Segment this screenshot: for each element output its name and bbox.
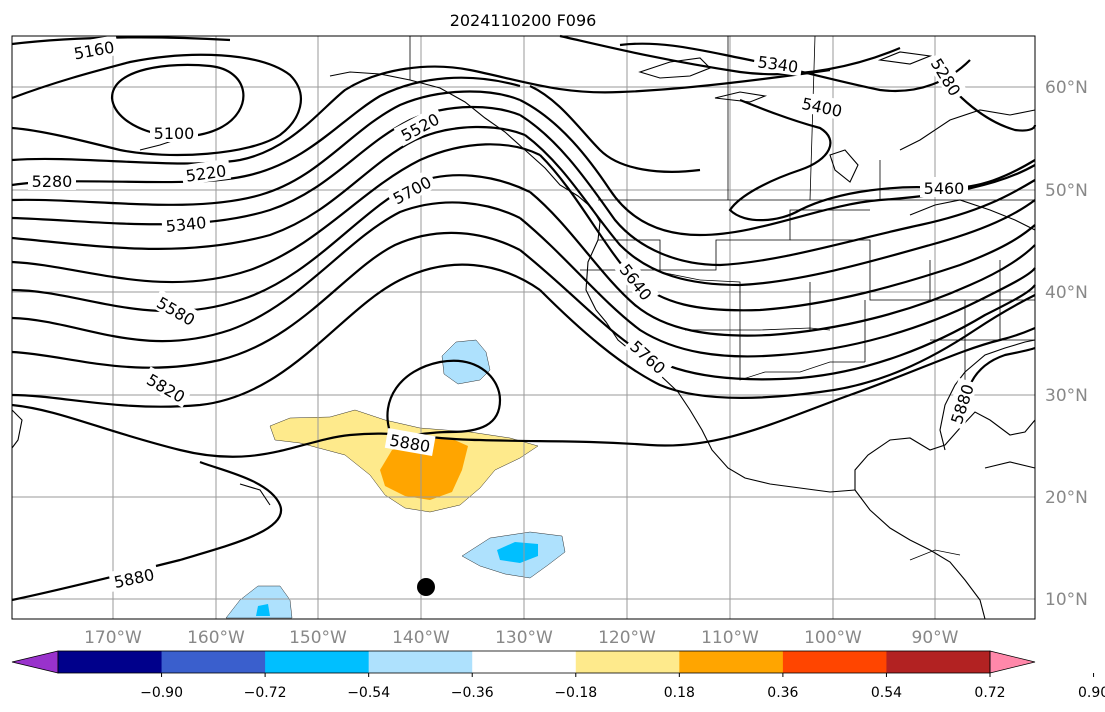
longitude-label: 160°W bbox=[187, 628, 245, 648]
longitude-label: 120°W bbox=[598, 628, 656, 648]
colorbar-segment bbox=[472, 651, 577, 673]
contour-label: 5460 bbox=[924, 179, 965, 198]
positive-anomaly-dark bbox=[380, 438, 468, 500]
contour-label-bg bbox=[624, 332, 674, 380]
colorbar-tick-label: 0.72 bbox=[974, 685, 1005, 701]
longitude-label: 100°W bbox=[804, 628, 862, 648]
latitude-label: 60°N bbox=[1045, 78, 1088, 98]
colorbar-segment bbox=[265, 651, 370, 673]
country-borders bbox=[409, 35, 1035, 561]
latitude-label: 10°N bbox=[1045, 590, 1088, 610]
latitude-label: 30°N bbox=[1045, 386, 1088, 406]
contour-label-bg bbox=[614, 256, 660, 307]
contour-label: 5100 bbox=[154, 124, 195, 143]
contour-label: 5280 bbox=[32, 172, 73, 191]
contour-label-bg bbox=[150, 122, 198, 142]
colorbar-segment bbox=[368, 651, 473, 673]
contour-label-bg bbox=[384, 427, 436, 457]
contour-label-bg bbox=[920, 177, 968, 197]
colorbar-segment bbox=[782, 651, 887, 673]
contour-label-bg bbox=[180, 158, 232, 186]
negative-anomaly-east-dark bbox=[497, 542, 538, 563]
contour-label-bg bbox=[796, 91, 848, 121]
longitude-label: 150°W bbox=[289, 628, 347, 648]
contour-label-bg bbox=[944, 377, 978, 430]
contour-label-bg bbox=[108, 562, 160, 592]
colorbar-segment bbox=[886, 651, 991, 673]
colorbar-tick-label: 0.90 bbox=[1078, 685, 1105, 701]
longitude-labels: 170°W 160°W 150°W 140°W 130°W 120°W 110°W 100°W… bbox=[84, 628, 959, 648]
colorbar-extend-low bbox=[11, 650, 59, 674]
longitude-label: 170°W bbox=[84, 628, 142, 648]
latitude-label: 20°N bbox=[1045, 488, 1088, 508]
contour-label: 5340 bbox=[165, 213, 207, 236]
colorbar-tick-label: −0.90 bbox=[140, 685, 183, 701]
colorbar-tick-label: −0.36 bbox=[451, 685, 494, 701]
colorbar-segment bbox=[161, 651, 266, 673]
figure-title: 2024110200 F096 bbox=[450, 11, 597, 30]
colorbar-tick-label: −0.18 bbox=[554, 685, 597, 701]
colorbar: −0.90 −0.72 −0.54 −0.36 −0.18 0.18 0.36 0.54 0.7… bbox=[11, 650, 1105, 701]
contour-label-bg bbox=[150, 289, 203, 331]
storm-marker bbox=[417, 578, 435, 596]
contour-label-bg bbox=[140, 366, 193, 408]
colorbar-segment bbox=[679, 651, 784, 673]
colorbar-extend-high bbox=[989, 650, 1036, 674]
longitude-label: 140°W bbox=[392, 628, 450, 648]
anomaly-shading bbox=[225, 339, 566, 619]
latitude-label: 40°N bbox=[1045, 283, 1088, 303]
colorbar-tick-label: 0.54 bbox=[871, 685, 902, 701]
height-contours bbox=[11, 34, 1037, 602]
negative-anomaly-south-light bbox=[225, 585, 293, 619]
map-frame bbox=[11, 35, 1036, 620]
contour-label-bg bbox=[393, 106, 446, 147]
colorbar-segment bbox=[575, 651, 680, 673]
contour-label-bg bbox=[925, 50, 969, 103]
contour-label-bg bbox=[68, 34, 120, 64]
colorbar-segment bbox=[58, 651, 163, 673]
contour-label-bg bbox=[385, 169, 438, 210]
longitude-label: 90°W bbox=[912, 628, 959, 648]
colorbar-tick-label: −0.72 bbox=[244, 685, 287, 701]
longitude-label: 110°W bbox=[701, 628, 759, 648]
negative-anomaly-south-dark bbox=[256, 604, 270, 616]
contour-label-bg bbox=[752, 49, 804, 77]
colorbar-tick-label: 0.36 bbox=[767, 685, 798, 701]
contour-label-bg bbox=[28, 170, 76, 190]
colorbar-tick-label: 0.18 bbox=[664, 685, 695, 701]
colorbar-frame bbox=[57, 650, 991, 674]
longitude-label: 130°W bbox=[495, 628, 553, 648]
coastlines bbox=[11, 51, 1036, 620]
latitude-labels: 60°N 50°N 40°N 30°N 20°N 10°N bbox=[1045, 78, 1088, 610]
latitude-label: 50°N bbox=[1045, 181, 1088, 201]
contour-label-bg bbox=[160, 210, 211, 236]
colorbar-tick-label: −0.54 bbox=[347, 685, 390, 701]
